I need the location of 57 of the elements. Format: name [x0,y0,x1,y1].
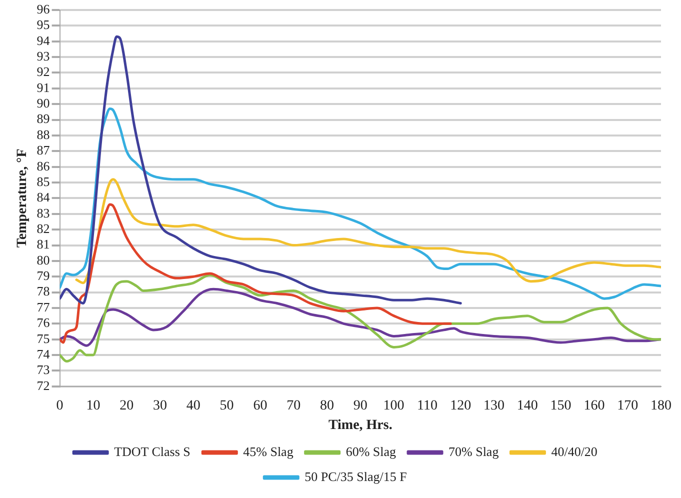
y-tick-label: 80 [36,252,50,268]
x-tick-label: 80 [320,398,334,414]
y-tick-label: 91 [36,80,50,95]
y-tick-label: 96 [36,1,50,16]
x-tick-label: 90 [353,398,368,414]
y-tick-label: 76 [36,315,50,330]
y-tick-label: 74 [36,346,50,362]
y-tick-label: 88 [36,126,50,142]
y-tick-label: 94 [36,32,50,48]
x-tick-label: 170 [617,398,638,414]
x-tick-label: 30 [153,398,167,414]
line-series [75,178,661,284]
x-tick-label: 0 [56,398,64,414]
y-tick-label: 77 [36,299,50,314]
line-series [60,35,462,305]
y-tick-label: 86 [36,158,50,174]
y-tick-label: 73 [36,362,50,378]
legend-label: 70% Slag [448,444,500,459]
x-tick-label: 10 [86,398,100,414]
x-tick-label: 20 [120,398,134,414]
line-series [60,288,661,347]
legend-label: 40/40/20 [551,444,598,459]
y-tick-label: 83 [36,205,50,220]
x-tick-label: 140 [516,398,538,414]
x-axis-title: Time, Hrs. [328,418,392,434]
x-tick-label: 40 [186,398,200,414]
legend-label: TDOT Class S [114,444,190,459]
line-series [60,203,452,344]
x-tick-label: 120 [450,398,472,414]
y-tick-label: 90 [36,96,50,111]
y-tick-label: 78 [36,284,50,299]
y-tick-label: 75 [36,330,50,346]
y-axis-title: Temperature, °F [15,148,30,248]
y-tick-label: 87 [36,142,50,158]
line-series [60,274,661,363]
x-tick-label: 50 [220,398,234,414]
y-tick-label: 89 [36,111,50,126]
legend-label: 45% Slag [243,444,294,459]
x-tick-label: 130 [484,398,504,414]
y-tick-label: 95 [36,17,50,32]
legend-label: 50 PC/35 Slag/15 F [304,468,407,484]
y-tick-label: 85 [36,174,50,189]
x-tick-label: 100 [383,398,404,414]
y-tick-label: 72 [36,378,50,393]
x-tick-label: 60 [253,398,268,414]
legend-label: 60% Slag [346,444,397,459]
y-tick-label: 92 [36,64,50,80]
y-tick-label: 81 [36,236,50,252]
x-tick-label: 70 [286,398,301,414]
y-tick-label: 82 [36,220,50,236]
y-tick-label: 93 [36,48,50,64]
x-tick-label: 180 [650,398,672,414]
y-tick-label: 84 [36,190,50,205]
x-tick-label: 110 [416,398,438,414]
x-tick-label: 150 [550,398,572,414]
y-tick-label: 79 [36,268,50,284]
x-tick-label: 160 [584,398,605,414]
